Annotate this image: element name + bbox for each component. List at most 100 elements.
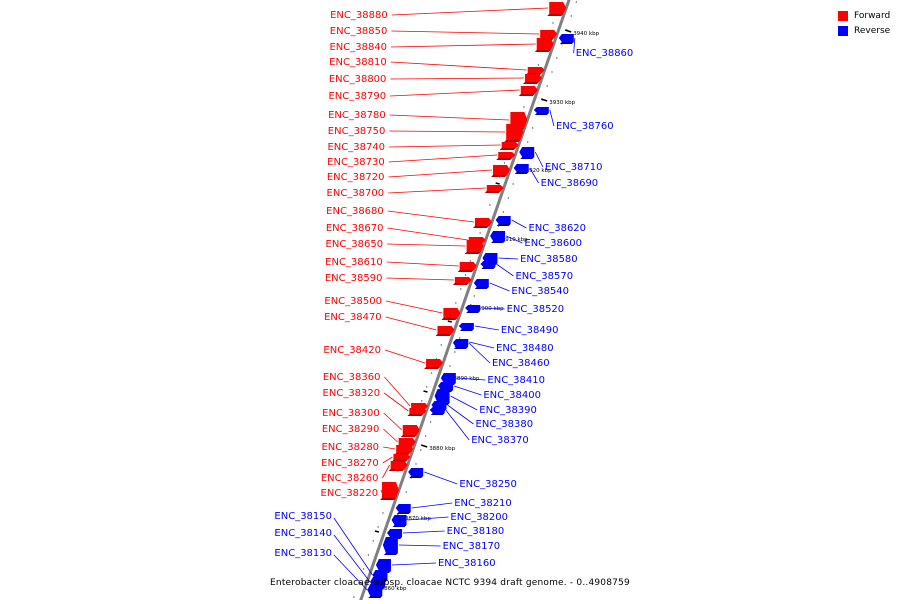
- forward-gene-leader: [382, 456, 393, 464]
- forward-gene-leader: [391, 43, 536, 48]
- reverse-gene-shadow: [514, 172, 529, 174]
- axis-dot: [426, 386, 428, 388]
- forward-gene-shadow: [407, 414, 424, 416]
- reverse-gene-shadow: [430, 413, 445, 415]
- axis-dot: [570, 15, 573, 17]
- reverse-gene-label: ENC_38400: [483, 390, 541, 401]
- reverse-gene-leader: [445, 409, 470, 441]
- forward-gene-shadow: [504, 140, 521, 142]
- reverse-gene-leader: [456, 377, 486, 381]
- reverse-gene-leader: [549, 109, 555, 127]
- forward-gene-label: ENC_38650: [326, 239, 384, 250]
- forward-gene-feature: [396, 445, 414, 453]
- reverse-gene-label: ENC_38480: [496, 343, 554, 354]
- reverse-gene-feature: [387, 529, 403, 537]
- reverse-gene-feature: [495, 216, 511, 224]
- forward-gene-label: ENC_38590: [325, 273, 383, 284]
- forward-gene-label: ENC_38790: [328, 91, 386, 102]
- forward-gene-feature: [393, 454, 411, 460]
- reverse-gene-feature: [480, 261, 496, 267]
- forward-gene-leader: [384, 376, 411, 407]
- axis-dot: [367, 554, 370, 556]
- reverse-gene-label: ENC_38390: [479, 405, 537, 416]
- forward-gene-label: ENC_38670: [326, 223, 384, 234]
- reverse-gene-leader: [447, 404, 474, 425]
- reverse-gene-label: ENC_38180: [447, 526, 505, 537]
- reverse-gene-shadow: [466, 311, 481, 313]
- reverse-gene-shadow: [453, 347, 468, 349]
- forward-gene-label: ENC_38850: [330, 26, 388, 37]
- reverse-gene-label: ENC_38130: [274, 548, 332, 559]
- forward-gene-label: ENC_38220: [321, 488, 379, 499]
- reverse-gene-label: ENC_38490: [501, 325, 559, 336]
- axis-dot: [357, 582, 360, 584]
- axis-dot: [382, 512, 384, 514]
- reverse-gene-shadow: [481, 267, 496, 269]
- axis-dot: [551, 71, 553, 73]
- forward-gene-leader: [383, 412, 403, 431]
- forward-gene-leader: [389, 130, 506, 133]
- forward-gene-label: ENC_38730: [327, 157, 385, 168]
- forward-gene-feature: [402, 425, 420, 435]
- forward-gene-label: ENC_38780: [328, 110, 386, 121]
- forward-gene-leader: [389, 114, 510, 121]
- reverse-gene-leader: [407, 516, 449, 521]
- reverse-gene-label: ENC_38250: [459, 479, 517, 490]
- axis-dot: [440, 344, 442, 346]
- forward-gene-feature: [501, 142, 519, 148]
- reverse-gene-label: ENC_38570: [515, 271, 573, 282]
- forward-gene-feature: [493, 165, 511, 175]
- scale-tick-label: 3880 kbp: [429, 446, 455, 452]
- forward-gene-label: ENC_38880: [330, 10, 388, 21]
- forward-gene-shadow: [534, 50, 551, 52]
- axis-dot: [420, 449, 422, 451]
- forward-gene-shadow: [472, 226, 489, 228]
- scale-tick-mark: [374, 530, 380, 533]
- reverse-gene-leader: [403, 530, 445, 534]
- reverse-gene-shadow: [496, 224, 511, 226]
- legend: Forward Reverse: [838, 8, 890, 38]
- scale-tick-mark: [420, 444, 428, 448]
- axis-dot: [489, 204, 491, 206]
- reverse-gene-shadow: [474, 287, 489, 289]
- axis-dot: [507, 197, 509, 199]
- forward-gene-leader: [388, 154, 498, 163]
- reverse-gene-shadow: [534, 113, 549, 115]
- reverse-gene-shadow: [383, 553, 398, 555]
- reverse-gene-leader: [534, 151, 544, 168]
- forward-gene-feature: [486, 185, 504, 191]
- forward-gene-leader: [382, 446, 396, 450]
- axis-dot: [372, 540, 374, 542]
- reverse-gene-label: ENC_38370: [471, 435, 529, 446]
- axis-dot: [405, 491, 407, 493]
- reverse-gene-label: ENC_38600: [524, 238, 582, 249]
- reverse-gene-label: ENC_38200: [450, 512, 508, 523]
- forward-gene-label: ENC_38720: [327, 172, 385, 183]
- reverse-gene-label: ENC_38690: [541, 178, 599, 189]
- forward-gene-leader: [385, 300, 443, 314]
- reverse-gene-leader: [411, 502, 453, 509]
- forward-gene-label: ENC_38260: [321, 473, 379, 484]
- reverse-gene-feature: [375, 559, 391, 571]
- forward-gene-feature: [466, 240, 484, 252]
- legend-forward: Forward: [838, 8, 890, 23]
- reverse-gene-feature: [490, 231, 506, 241]
- axis-dot: [531, 127, 534, 129]
- forward-gene-feature: [409, 408, 427, 414]
- forward-gene-feature: [536, 38, 554, 50]
- forward-gene-shadow: [547, 14, 564, 16]
- forward-gene-leader: [390, 89, 520, 97]
- forward-gene-feature: [398, 438, 416, 446]
- forward-gene-leader: [387, 227, 468, 241]
- forward-gene-leader: [387, 210, 475, 223]
- forward-gene-feature: [381, 482, 399, 498]
- reverse-gene-leader: [391, 562, 437, 566]
- reverse-gene-leader: [469, 341, 495, 349]
- reverse-gene-leader: [498, 257, 519, 260]
- axis-dot: [552, 22, 554, 24]
- forward-gene-leader: [382, 464, 390, 479]
- scale-tick-mark: [447, 320, 452, 323]
- reverse-gene-label: ENC_38140: [274, 528, 332, 539]
- forward-gene-label: ENC_38610: [325, 257, 383, 268]
